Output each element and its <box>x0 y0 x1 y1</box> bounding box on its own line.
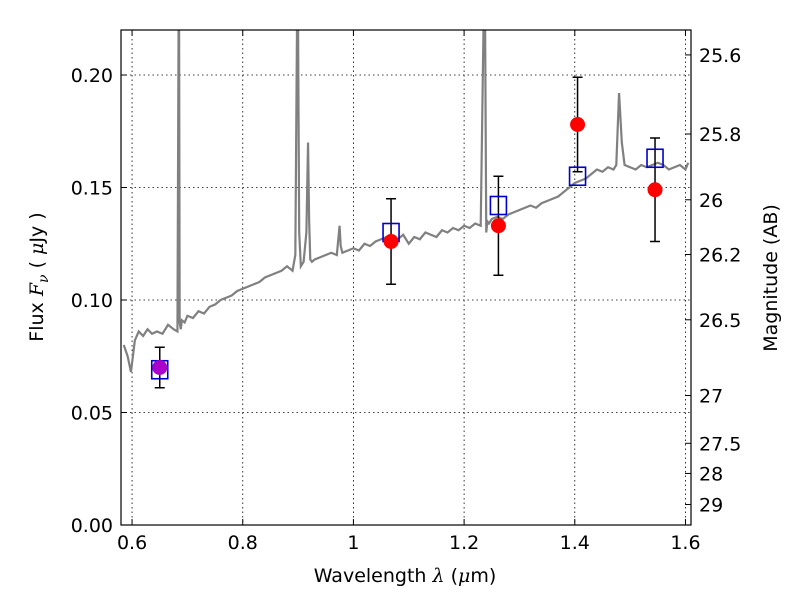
x-tick-label: 1 <box>347 532 359 554</box>
y2-tick-label: 28 <box>699 463 723 485</box>
observed-photometry-points <box>152 117 663 375</box>
y2-tick-label: 26.5 <box>699 310 741 332</box>
y-tick-label: 0.15 <box>71 178 113 200</box>
tick-labels: 0.6 0.8 1 1.2 1.4 1.6 0.00 0.05 0.10 0.15 0.20 25.6… <box>71 45 742 554</box>
y-tick-label: 0.00 <box>71 515 113 537</box>
x-tick-label: 0.6 <box>117 532 147 554</box>
y2-tick-label: 27.5 <box>699 433 741 455</box>
x-tick-label: 1.4 <box>560 532 590 554</box>
plot-frame <box>120 29 692 526</box>
y-axis-label: Flux Fν ( μJy ) <box>26 212 52 341</box>
model-square-marker <box>646 148 664 169</box>
observed-point <box>490 218 506 234</box>
model-spectrum-line <box>122 30 690 373</box>
y2-axis-label: Magnitude (AB) <box>760 204 782 352</box>
y2-tick-label: 26.2 <box>699 244 741 266</box>
observed-point <box>152 360 168 375</box>
grid-lines <box>121 30 691 526</box>
y2-tick-label: 27 <box>699 386 723 408</box>
observed-point <box>570 117 586 132</box>
model-photometry-squares <box>150 148 664 380</box>
model-square-marker <box>489 195 508 216</box>
y2-tick-label: 25.6 <box>699 45 741 67</box>
y2-tick-label: 25.8 <box>699 124 741 146</box>
x-axis-label: Wavelength λ (μm) <box>314 565 497 587</box>
axis-ticks <box>121 30 691 526</box>
y2-tick-label: 26 <box>699 190 723 212</box>
x-tick-label: 0.8 <box>228 532 258 554</box>
x-tick-label: 1.2 <box>449 532 479 554</box>
plot-area <box>122 30 690 389</box>
observed-point <box>383 234 399 249</box>
y2-tick-label: 29 <box>699 494 723 516</box>
x-tick-label: 1.6 <box>670 532 700 554</box>
observed-point <box>647 182 663 198</box>
y-tick-label: 0.10 <box>71 290 113 312</box>
y-tick-label: 0.05 <box>71 403 113 425</box>
y-tick-label: 0.20 <box>71 65 113 87</box>
model-square-marker <box>568 166 587 187</box>
